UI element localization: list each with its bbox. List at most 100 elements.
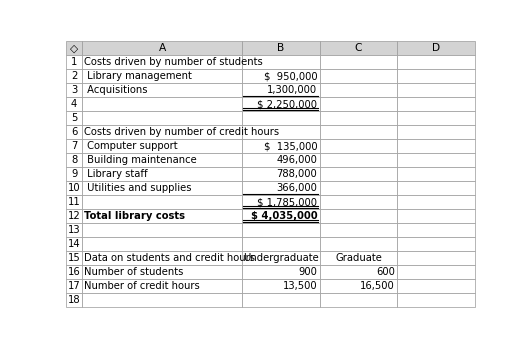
Text: Computer support: Computer support: [84, 141, 177, 151]
Bar: [82, 153, 242, 167]
Bar: [242, 251, 320, 265]
Bar: [398, 69, 475, 83]
Text: 900: 900: [298, 267, 317, 277]
Text: Costs driven by number of credit hours: Costs driven by number of credit hours: [84, 127, 279, 137]
Text: 13,500: 13,500: [282, 281, 317, 291]
Text: 12: 12: [68, 211, 81, 221]
Bar: [398, 41, 475, 56]
Text: 366,000: 366,000: [276, 183, 317, 193]
Text: C: C: [355, 43, 362, 53]
Bar: [82, 265, 242, 279]
Text: Number of credit hours: Number of credit hours: [84, 281, 200, 291]
Bar: [66, 223, 82, 237]
Bar: [319, 237, 398, 251]
Text: Costs driven by number of students: Costs driven by number of students: [84, 57, 263, 67]
Bar: [319, 251, 398, 265]
Text: B: B: [277, 43, 285, 53]
Text: Total library costs: Total library costs: [84, 211, 185, 221]
Bar: [242, 97, 320, 111]
Bar: [319, 265, 398, 279]
Bar: [319, 111, 398, 125]
Text: Utilities and supplies: Utilities and supplies: [84, 183, 192, 193]
Text: 1: 1: [71, 57, 78, 67]
Bar: [398, 83, 475, 97]
Bar: [66, 265, 82, 279]
Bar: [398, 195, 475, 209]
Bar: [319, 69, 398, 83]
Bar: [398, 237, 475, 251]
Bar: [319, 125, 398, 139]
Bar: [66, 167, 82, 181]
Bar: [66, 111, 82, 125]
Bar: [319, 139, 398, 153]
Text: 9: 9: [71, 169, 78, 179]
Bar: [66, 251, 82, 265]
Bar: [398, 153, 475, 167]
Bar: [319, 167, 398, 181]
Bar: [242, 265, 320, 279]
Bar: [242, 223, 320, 237]
Bar: [66, 237, 82, 251]
Text: 16,500: 16,500: [360, 281, 395, 291]
Bar: [66, 293, 82, 307]
Text: 18: 18: [68, 295, 80, 305]
Text: $  135,000: $ 135,000: [263, 141, 317, 151]
Bar: [319, 195, 398, 209]
Bar: [242, 293, 320, 307]
Text: $ 2,250,000: $ 2,250,000: [257, 99, 317, 109]
Bar: [398, 279, 475, 293]
Text: Library management: Library management: [84, 71, 192, 81]
Bar: [82, 251, 242, 265]
Bar: [66, 125, 82, 139]
Bar: [66, 279, 82, 293]
Bar: [319, 223, 398, 237]
Bar: [242, 69, 320, 83]
Bar: [398, 139, 475, 153]
Bar: [82, 195, 242, 209]
Bar: [242, 181, 320, 195]
Text: 1,300,000: 1,300,000: [267, 85, 317, 95]
Bar: [82, 223, 242, 237]
Bar: [66, 56, 82, 69]
Text: A: A: [158, 43, 166, 53]
Bar: [242, 125, 320, 139]
Bar: [66, 41, 82, 56]
Bar: [319, 56, 398, 69]
Bar: [319, 153, 398, 167]
Bar: [82, 83, 242, 97]
Text: 6: 6: [71, 127, 78, 137]
Text: Building maintenance: Building maintenance: [84, 155, 197, 165]
Text: 5: 5: [71, 113, 78, 123]
Bar: [398, 209, 475, 223]
Bar: [66, 83, 82, 97]
Bar: [82, 279, 242, 293]
Bar: [66, 181, 82, 195]
Text: 788,000: 788,000: [277, 169, 317, 179]
Text: D: D: [432, 43, 440, 53]
Text: $ 4,035,000: $ 4,035,000: [251, 211, 317, 221]
Bar: [398, 181, 475, 195]
Bar: [66, 97, 82, 111]
Bar: [242, 279, 320, 293]
Bar: [82, 41, 242, 56]
Bar: [319, 83, 398, 97]
Bar: [242, 56, 320, 69]
Bar: [398, 251, 475, 265]
Bar: [82, 167, 242, 181]
Bar: [319, 41, 398, 56]
Bar: [82, 293, 242, 307]
Bar: [398, 167, 475, 181]
Text: 3: 3: [71, 85, 77, 95]
Text: $  950,000: $ 950,000: [263, 71, 317, 81]
Bar: [319, 279, 398, 293]
Bar: [242, 195, 320, 209]
Text: 17: 17: [68, 281, 81, 291]
Text: 496,000: 496,000: [276, 155, 317, 165]
Text: 4: 4: [71, 99, 77, 109]
Text: Graduate: Graduate: [335, 253, 382, 263]
Bar: [242, 83, 320, 97]
Text: $ 1,785,000: $ 1,785,000: [257, 197, 317, 207]
Text: 8: 8: [71, 155, 77, 165]
Text: 7: 7: [71, 141, 78, 151]
Bar: [319, 181, 398, 195]
